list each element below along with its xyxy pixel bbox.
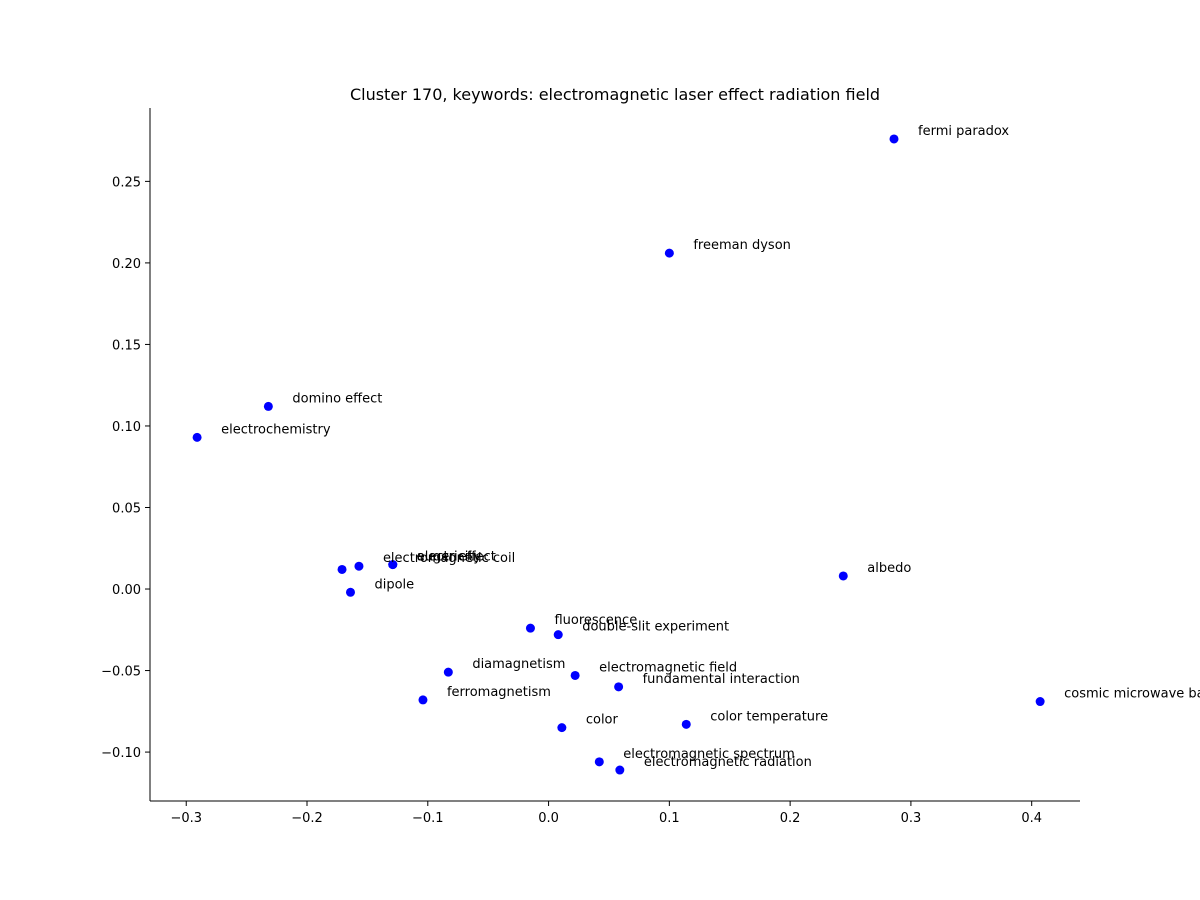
data-point	[615, 765, 625, 775]
point-label: fluorescence	[554, 613, 637, 628]
y-tick-label: 0.05	[112, 501, 141, 516]
x-tick-label: −0.1	[412, 811, 444, 826]
point-label: auger effect	[417, 550, 496, 565]
point-label: freeman dyson	[693, 238, 791, 253]
data-point	[594, 757, 604, 767]
y-tick-label: 0.10	[112, 420, 141, 435]
data-point	[337, 564, 347, 574]
y-tick-label: −0.10	[101, 746, 141, 761]
point-label: electricity	[417, 550, 482, 565]
point-label: albedo	[867, 561, 911, 576]
data-point	[354, 561, 364, 571]
data-point	[345, 587, 355, 597]
y-tick-label: 0.15	[112, 338, 141, 353]
point-label: electromagnetic field	[599, 660, 737, 675]
data-point	[443, 667, 453, 677]
point-label: domino effect	[292, 391, 382, 406]
y-tick-label: 0.20	[112, 257, 141, 272]
point-label: electrochemistry	[221, 422, 331, 437]
point-label: diamagnetism	[472, 657, 565, 672]
data-point	[525, 623, 535, 633]
x-tick-label: 0.4	[1021, 811, 1042, 826]
x-tick-label: 0.1	[659, 811, 680, 826]
data-point	[664, 248, 674, 258]
x-tick-label: 0.0	[538, 811, 559, 826]
y-tick-label: 0.25	[112, 175, 141, 190]
data-point	[681, 719, 691, 729]
point-label: ferromagnetism	[447, 685, 551, 700]
x-tick-label: −0.2	[291, 811, 323, 826]
data-point	[614, 682, 624, 692]
y-tick-label: −0.05	[101, 665, 141, 680]
data-point	[838, 571, 848, 581]
point-label: fermi paradox	[918, 124, 1009, 139]
data-point	[418, 695, 428, 705]
data-point	[889, 134, 899, 144]
data-point	[388, 560, 398, 570]
x-tick-label: 0.2	[780, 811, 801, 826]
point-label: dipole	[374, 577, 414, 592]
data-point	[1035, 697, 1045, 707]
data-point	[192, 432, 202, 442]
point-label: electromagnetic coil	[383, 551, 515, 566]
point-label: electromagnetic radiation	[644, 755, 812, 770]
axes: −0.3 −0.2 −0.1 0.0 0.1 0.2 0.3 0.4 −0.10 −0.05 0.0…	[101, 108, 1080, 826]
data-point	[263, 401, 273, 411]
x-tick-label: −0.3	[170, 811, 202, 826]
point-label: color	[586, 713, 619, 728]
point-label: cosmic microwave background	[1064, 687, 1200, 702]
x-tick-label: 0.3	[901, 811, 922, 826]
point-label: fundamental interaction	[643, 672, 800, 687]
data-point	[557, 723, 567, 733]
data-point	[570, 670, 580, 680]
data-points: fermi paradox freeman dyson domino effect e…	[192, 124, 1200, 775]
chart-title: Cluster 170, keywords: electromagnetic l…	[350, 85, 880, 104]
point-label: electromagnetic spectrum	[623, 747, 795, 762]
data-point	[553, 630, 563, 640]
point-label: color temperature	[710, 709, 828, 724]
y-tick-label: 0.00	[112, 583, 141, 598]
point-label: double-slit experiment	[582, 620, 729, 635]
